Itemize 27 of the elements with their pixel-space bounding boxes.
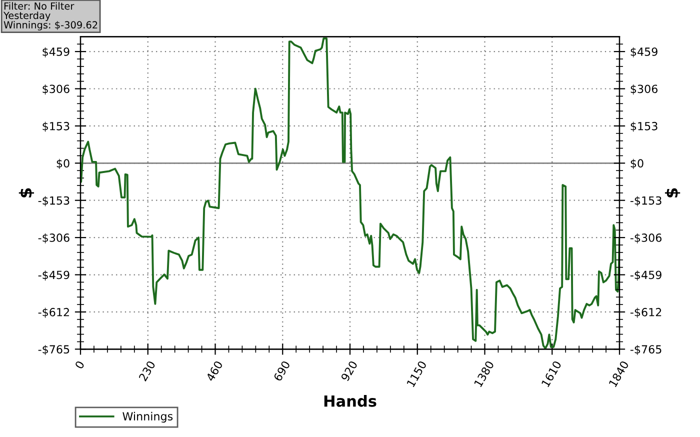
y-tick-label: -$765 xyxy=(38,344,70,356)
y-tick-label: $306 xyxy=(42,84,70,95)
y2-tick-label: -$306 xyxy=(630,233,662,244)
y-tick-label: $459 xyxy=(42,47,70,58)
y2-tick-label: $0 xyxy=(630,158,644,170)
legend-label: Winnings xyxy=(122,412,173,423)
y-tick-label: -$306 xyxy=(38,233,70,244)
y2-tick-label: -$153 xyxy=(630,196,662,206)
y2-tick-label: -$765 xyxy=(630,344,662,356)
y2-tick-label: -$459 xyxy=(630,270,662,281)
y2-tick-label: $306 xyxy=(630,84,658,95)
text: Winnings: $-309.62 xyxy=(4,21,98,30)
text: Filter: No Filter xyxy=(4,2,74,10)
y2-tick-label: -$612 xyxy=(630,308,662,318)
y-tick-label: -$459 xyxy=(38,270,70,281)
text: Yesterday xyxy=(3,12,50,22)
y-tick-label: $153 xyxy=(42,122,70,132)
x-axis-title: Hands xyxy=(324,395,376,407)
y2-tick-label: $153 xyxy=(630,122,658,132)
x-tick-label: 0 xyxy=(74,360,85,370)
y-tick-label: $0 xyxy=(56,158,70,170)
y-axis-title: $ xyxy=(18,188,34,198)
y-tick-label: -$612 xyxy=(38,308,69,318)
line-series xyxy=(80,37,620,350)
y2-tick-label: $459 xyxy=(630,47,658,58)
y2-axis-title: $ xyxy=(664,188,680,198)
y-tick-label: -$153 xyxy=(38,196,70,206)
